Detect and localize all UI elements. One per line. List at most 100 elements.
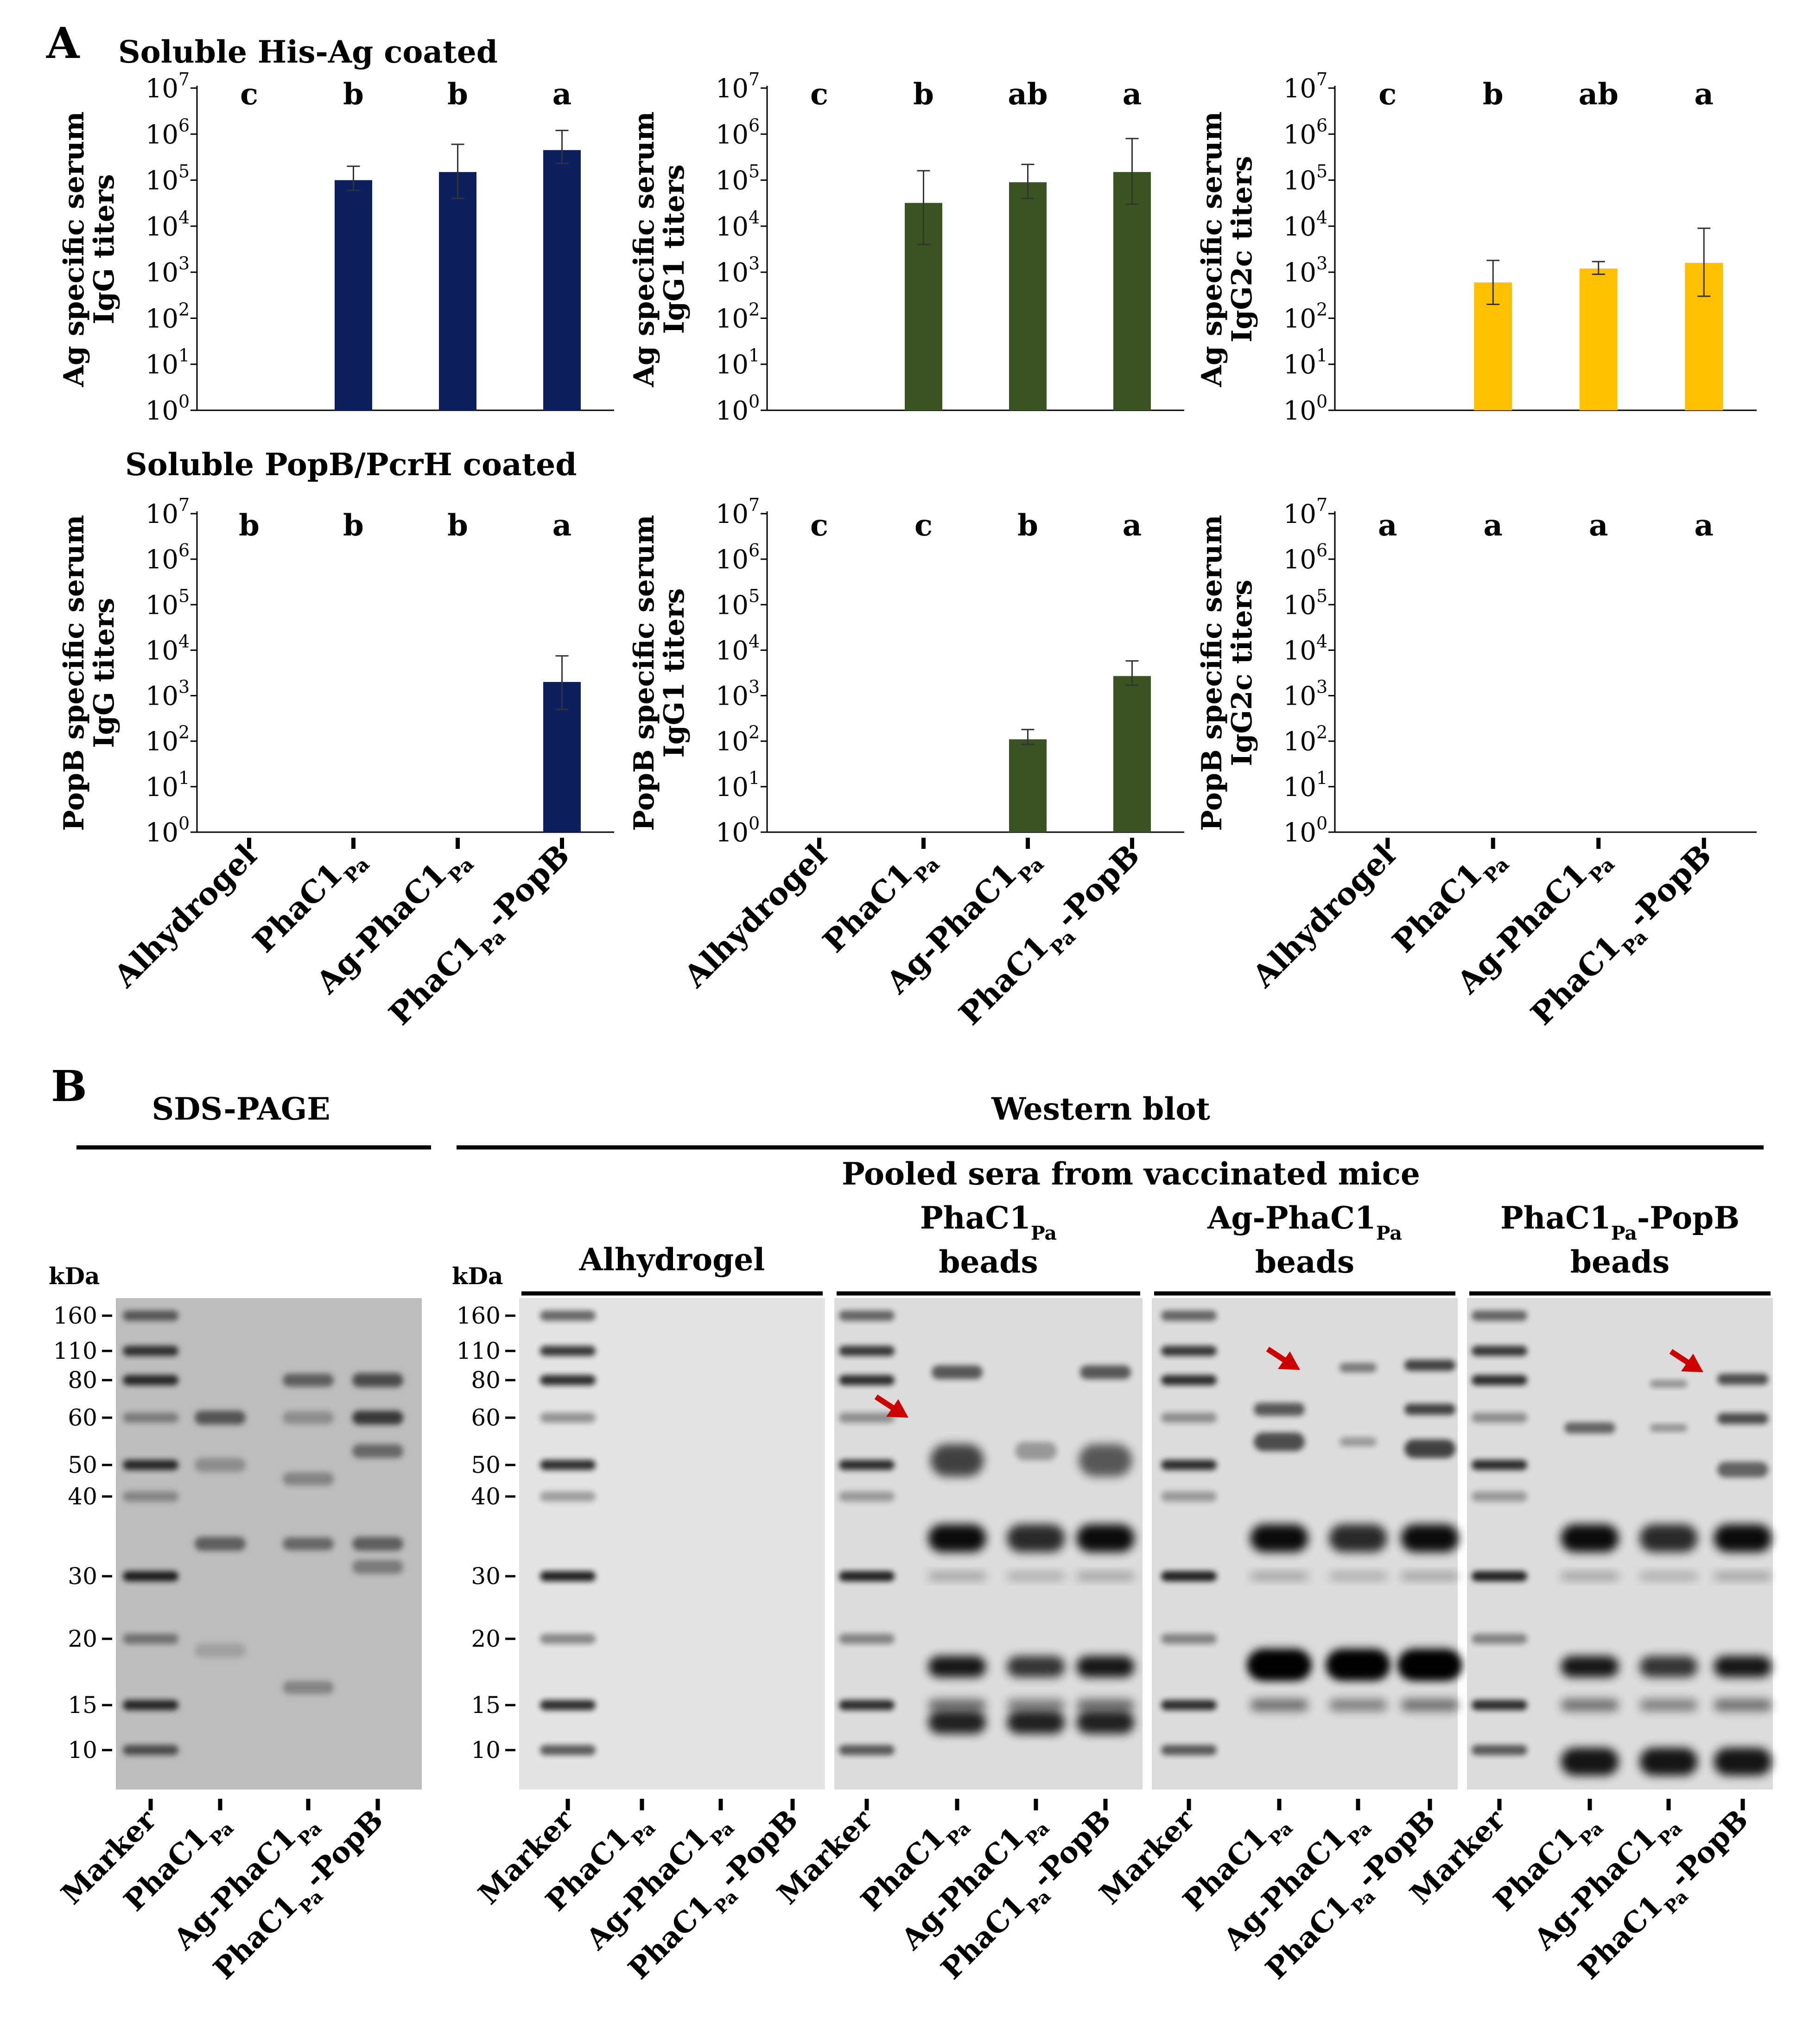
marker-label: 30	[68, 1563, 97, 1590]
blot-band	[1327, 1649, 1390, 1680]
sds-band	[283, 1411, 334, 1424]
blot-band	[1639, 1524, 1698, 1552]
marker-band	[540, 1413, 596, 1423]
y-tick-exponent: 3	[1316, 253, 1327, 274]
marker-label: 50	[471, 1452, 501, 1478]
blot-band	[1404, 1404, 1455, 1415]
blot-band	[1717, 1413, 1768, 1424]
marker-band	[1161, 1460, 1217, 1470]
y-tick-exponent: 1	[1316, 345, 1327, 366]
marker-band	[1472, 1375, 1527, 1385]
y-tick-label: 10	[146, 350, 178, 380]
y-tick-exponent: 7	[178, 69, 190, 89]
sds-band	[352, 1373, 403, 1387]
y-tick-label: 10	[1283, 304, 1316, 334]
x-tick-label-part: PhaC1	[1385, 856, 1489, 960]
y-tick-exponent: 5	[1316, 161, 1327, 182]
blot-band	[1404, 1360, 1455, 1371]
y-tick-label: 10	[716, 545, 749, 575]
x-tick-label-part: Alhydrogel	[1245, 837, 1402, 994]
marker-band	[839, 1460, 895, 1470]
y-tick-label: 10	[716, 396, 749, 426]
blot-band	[1398, 1649, 1461, 1680]
y-tick-exponent: 2	[178, 722, 190, 743]
significance-letter: a	[1484, 508, 1503, 543]
significance-letter: b	[913, 77, 934, 112]
marker-band	[839, 1745, 895, 1755]
red-arrow-head	[1278, 1351, 1300, 1370]
blot-band	[1076, 1524, 1135, 1552]
y-tick-label: 10	[1283, 636, 1316, 666]
y-tick-exponent: 5	[178, 161, 190, 182]
red-arrow-head	[1681, 1354, 1703, 1372]
y-axis-label-line1: Ag specific serum	[628, 111, 660, 387]
blot-band	[1007, 1573, 1065, 1580]
x-tick-label-part: -PopB	[1620, 837, 1719, 936]
marker-band	[1161, 1346, 1217, 1356]
blot-band	[1561, 1573, 1619, 1580]
marker-band	[1472, 1634, 1527, 1644]
sds-band	[283, 1472, 334, 1485]
y-tick-exponent: 3	[749, 677, 760, 697]
y-tick-label: 10	[146, 166, 178, 196]
blot-band	[1015, 1442, 1057, 1460]
sds-band	[195, 1411, 246, 1425]
marker-label: 160	[53, 1302, 97, 1329]
y-tick-label: 10	[1283, 74, 1316, 104]
marker-band	[839, 1346, 895, 1356]
marker-band	[1472, 1346, 1527, 1356]
blot-band	[1714, 1524, 1772, 1552]
blot-band	[930, 1444, 984, 1477]
y-tick-label: 10	[716, 212, 749, 242]
y-tick-label: 10	[146, 212, 178, 242]
y-tick-exponent: 1	[178, 768, 190, 788]
bar-3	[439, 172, 476, 410]
y-tick-exponent: 4	[749, 631, 760, 651]
blot-band	[1329, 1699, 1387, 1711]
blot-1	[519, 1298, 825, 1789]
y-tick-exponent: 7	[1316, 69, 1327, 89]
y-tick-label: 10	[716, 727, 749, 757]
marker-band	[1472, 1413, 1527, 1423]
x-tick-label-part: PhaC1	[952, 928, 1056, 1032]
blot-band	[1561, 1699, 1619, 1711]
significance-letter: c	[810, 77, 828, 112]
blot-band	[1401, 1699, 1459, 1711]
y-tick-exponent: 3	[1316, 677, 1327, 697]
y-tick-exponent: 3	[178, 677, 190, 697]
marker-band	[123, 1745, 178, 1755]
x-tick-label-part: PhaC1	[1524, 928, 1627, 1032]
row2-title: Soluble PopB/PcrH coated	[125, 446, 577, 483]
marker-band	[1161, 1700, 1217, 1710]
y-tick-label: 10	[1283, 120, 1316, 150]
x-tick-label-part: -PopB	[1048, 837, 1147, 936]
sds-band	[352, 1444, 403, 1458]
x-tick-label-part: PhaC1	[816, 856, 920, 960]
y-tick-exponent: 4	[1316, 207, 1327, 228]
blot-band	[1250, 1573, 1308, 1580]
y-tick-label: 10	[1283, 396, 1316, 426]
kda-label: kDa	[452, 1262, 503, 1290]
x-tick-label-part: Alhydrogel	[677, 837, 834, 994]
y-tick-label: 10	[146, 636, 178, 666]
marker-band	[839, 1413, 895, 1423]
y-tick-exponent: 1	[178, 345, 190, 366]
blot-band	[1340, 1363, 1377, 1372]
x-tick-label-part: PhaC1	[246, 856, 349, 960]
blot-header-part: PhaC1	[1500, 1200, 1611, 1236]
x-tick-label: Alhydrogel	[677, 837, 834, 994]
x-tick-label: PhaC1Pa-PopB	[1524, 837, 1724, 1038]
blot-header-sub: Pa	[1376, 1222, 1402, 1244]
red-arrow-head	[886, 1399, 908, 1418]
panel-a-label: A	[46, 18, 80, 68]
blot-band	[1076, 1699, 1135, 1711]
marker-band	[839, 1491, 895, 1502]
blot-band	[1076, 1656, 1135, 1677]
blot-header-part: -PopB	[1637, 1200, 1740, 1236]
y-tick-label: 10	[1283, 772, 1316, 802]
bar-3	[1009, 739, 1047, 832]
y-tick-exponent: 4	[178, 207, 190, 228]
